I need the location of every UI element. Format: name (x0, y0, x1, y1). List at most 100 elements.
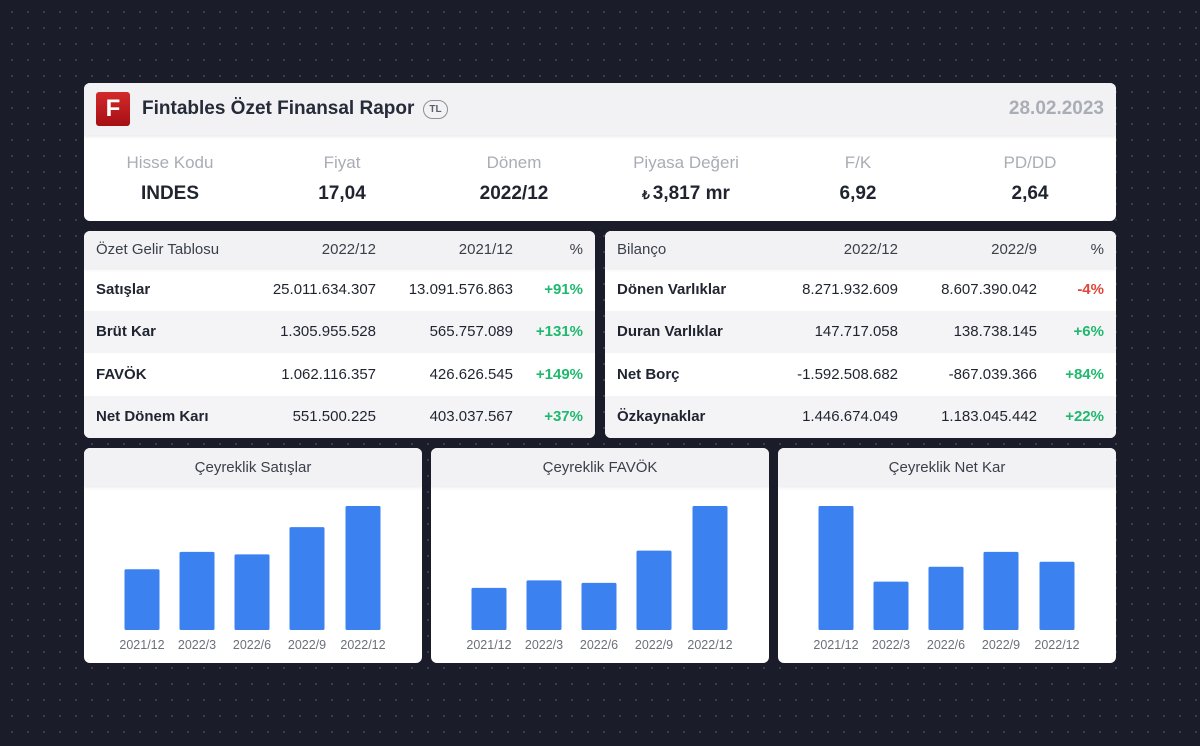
metric-value: INDES (140, 183, 200, 204)
x-tick-label: 2022/3 (525, 638, 563, 652)
cell-previous: 138.738.145 (953, 323, 1037, 341)
row-label: Net Borç (617, 365, 680, 383)
x-tick-label: 2022/12 (687, 638, 732, 652)
cell-change-pct: +91% (544, 280, 583, 298)
bar-2022-3 (179, 551, 215, 630)
column-header: % (1090, 241, 1104, 258)
balance-sheet-table: Bilanço 2022/12 2022/9 % Dönen Varlıklar… (605, 231, 1116, 438)
cell-previous: -867.039.366 (948, 365, 1037, 383)
x-tick-label: 2022/12 (1034, 638, 1079, 652)
bar-2022-9 (289, 527, 325, 630)
table-row: Net Borç -1.592.508.682 -867.039.366 +84% (605, 353, 1116, 396)
bar-2022-12 (1039, 561, 1075, 630)
cell-current: 551.500.225 (292, 408, 376, 426)
report-header-bar: F Fintables Özet Finansal Rapor TL 28.02… (84, 83, 1116, 135)
cell-current: -1.592.508.682 (797, 365, 898, 383)
table-row: Özkaynaklar 1.446.674.049 1.183.045.442 +22… (605, 395, 1116, 438)
x-tick-label: 2021/12 (119, 638, 164, 652)
metric-label: Fiyat (323, 153, 361, 172)
chart-plot: 2021/12 2022/3 2022/6 2022/9 2022/12 (466, 506, 733, 652)
metric-label: F/K (844, 153, 872, 172)
report-date: 28.02.2023 (1008, 98, 1104, 119)
x-tick-label: 2022/6 (233, 638, 271, 652)
metric-value: ₺ 3,817 mr (600, 183, 772, 205)
bar-2022-3 (526, 580, 562, 630)
table-header: Özet Gelir Tablosu 2022/12 2021/12 % (84, 231, 595, 268)
cell-change-pct: +37% (544, 408, 583, 426)
bar-2022-6 (581, 582, 617, 630)
cell-change-pct: -4% (1077, 280, 1104, 298)
cell-current: 1.305.955.528 (280, 323, 376, 341)
cell-previous: 565.757.089 (429, 323, 513, 341)
cell-current: 1.062.116.357 (281, 365, 376, 383)
table-row: Net Dönem Karı 551.500.225 403.037.567 +37% (84, 395, 595, 438)
column-header: 2022/12 (843, 241, 898, 258)
market-cap-value: 3,817 mr (652, 183, 730, 204)
table-header: Bilanço 2022/12 2022/9 % (605, 231, 1116, 268)
cell-previous: 13.091.576.863 (408, 280, 513, 298)
row-label: Duran Varlıklar (617, 323, 723, 341)
fintables-logo-icon: F (96, 92, 130, 126)
metric-ticker: Hisse Kodu INDES (84, 153, 256, 221)
x-tick-label: 2022/9 (635, 638, 673, 652)
metric-period: Dönem 2022/12 (428, 153, 600, 221)
metric-pb: PD/DD 2,64 (944, 153, 1116, 221)
table-title: Bilanço (617, 241, 667, 258)
column-header: 2021/12 (458, 241, 513, 258)
chart-title: Çeyreklik FAVÖK (431, 448, 769, 486)
cell-current: 147.717.058 (814, 323, 898, 341)
bar-2021-12 (818, 506, 854, 630)
bar-2022-3 (873, 581, 909, 630)
metric-label: Hisse Kodu (126, 153, 214, 172)
lira-icon: ₺ (642, 188, 650, 202)
x-tick-label: 2022/12 (340, 638, 385, 652)
metric-label: Piyasa Değeri (633, 153, 739, 172)
bar-2022-12 (345, 506, 381, 630)
metric-value: 2022/12 (479, 183, 549, 204)
table-title: Özet Gelir Tablosu (96, 241, 220, 258)
x-tick-label: 2021/12 (813, 638, 858, 652)
x-tick-label: 2021/12 (466, 638, 511, 652)
metric-label: PD/DD (1003, 153, 1057, 172)
metric-price: Fiyat 17,04 (256, 153, 428, 221)
quarterly-net-profit-chart: Çeyreklik Net Kar 2021/12 2022/3 2022/6 202… (778, 448, 1116, 663)
quarterly-sales-chart: Çeyreklik Satışlar 2021/12 2022/3 2022/6 20… (84, 448, 422, 663)
metric-pe: F/K 6,92 (772, 153, 944, 221)
currency-badge: TL (423, 99, 448, 119)
bar-2021-12 (471, 587, 507, 630)
table-row: Satışlar 25.011.634.307 13.091.576.863 +91% (84, 268, 595, 311)
column-header: 2022/9 (991, 241, 1037, 258)
row-label: Dönen Varlıklar (617, 280, 727, 298)
cell-previous: 1.183.045.442 (941, 408, 1037, 426)
x-tick-label: 2022/3 (178, 638, 216, 652)
cell-change-pct: +84% (1065, 365, 1104, 383)
bar-2022-6 (234, 554, 270, 630)
x-tick-label: 2022/6 (580, 638, 618, 652)
cell-current: 1.446.674.049 (802, 408, 898, 426)
bar-2021-12 (124, 569, 160, 630)
row-label: Net Dönem Karı (96, 408, 209, 426)
cell-current: 8.271.932.609 (802, 280, 898, 298)
chart-title: Çeyreklik Satışlar (84, 448, 422, 486)
x-tick-label: 2022/9 (288, 638, 326, 652)
income-statement-table: Özet Gelir Tablosu 2022/12 2021/12 % Sat… (84, 231, 595, 438)
cell-current: 25.011.634.307 (272, 280, 376, 298)
row-label: Özkaynaklar (617, 408, 706, 426)
bar-2022-12 (692, 506, 728, 630)
report-header-card: F Fintables Özet Finansal Rapor TL 28.02… (84, 83, 1116, 221)
table-row: FAVÖK 1.062.116.357 426.626.545 +149% (84, 353, 595, 396)
metric-value: 17,04 (318, 183, 366, 204)
row-label: Brüt Kar (96, 323, 157, 341)
metrics-row: Hisse Kodu INDES Fiyat 17,04 Dönem 2022/… (84, 135, 1116, 221)
table-row: Dönen Varlıklar 8.271.932.609 8.607.390.04… (605, 268, 1116, 311)
metric-value: 6,92 (839, 183, 877, 204)
x-tick-label: 2022/6 (927, 638, 965, 652)
x-tick-label: 2022/9 (982, 638, 1020, 652)
table-row: Duran Varlıklar 147.717.058 138.738.145 +6% (605, 310, 1116, 353)
cell-change-pct: +149% (535, 365, 583, 383)
quarterly-ebitda-chart: Çeyreklik FAVÖK 2021/12 2022/3 2022/6 2022/… (431, 448, 769, 663)
cell-change-pct: +22% (1065, 408, 1104, 426)
column-header: 2022/12 (321, 241, 376, 258)
metric-market-cap: Piyasa Değeri ₺ 3,817 mr (600, 153, 772, 221)
cell-previous: 8.607.390.042 (941, 280, 1037, 298)
